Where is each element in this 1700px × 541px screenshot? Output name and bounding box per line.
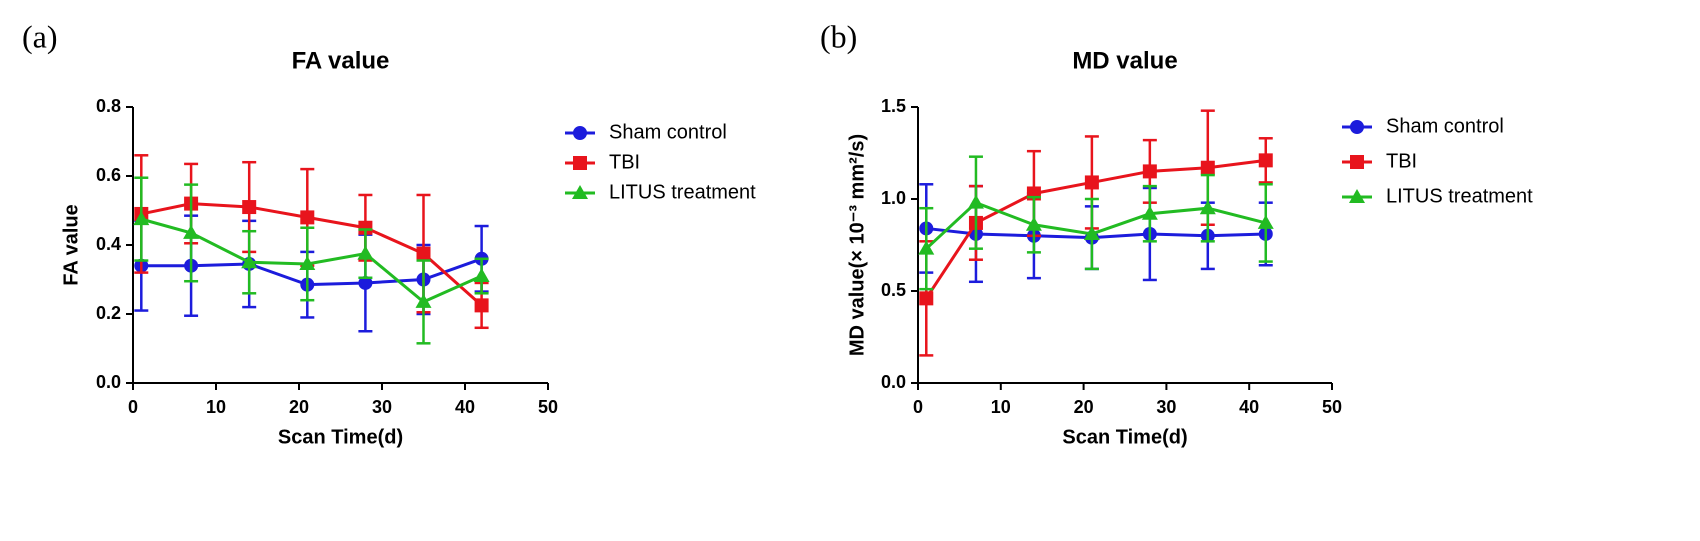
- panel-label: (a): [22, 18, 58, 54]
- marker: [474, 298, 489, 313]
- legend-label: TBI: [609, 151, 640, 173]
- x-axis-label: Scan Time(d): [1062, 426, 1187, 448]
- marker: [918, 240, 935, 255]
- legend-label: Sham control: [1386, 115, 1504, 137]
- marker: [1349, 189, 1365, 203]
- y-tick-label: 0.0: [881, 372, 906, 392]
- marker: [357, 245, 374, 260]
- marker: [1142, 164, 1157, 179]
- legend-label: LITUS treatment: [609, 181, 756, 203]
- marker: [919, 291, 934, 306]
- x-tick-label: 10: [206, 397, 226, 417]
- x-tick-label: 50: [1322, 397, 1342, 417]
- x-tick-label: 30: [1156, 397, 1176, 417]
- x-tick-label: 10: [991, 397, 1011, 417]
- marker: [415, 293, 432, 308]
- y-tick-label: 0.2: [96, 303, 121, 323]
- x-tick-label: 40: [1239, 397, 1259, 417]
- marker: [573, 156, 587, 170]
- marker: [1350, 120, 1364, 134]
- x-axis-label: Scan Time(d): [278, 426, 403, 448]
- chart-title: MD value: [1072, 47, 1177, 74]
- y-tick-label: 0.4: [96, 234, 121, 254]
- marker: [1141, 205, 1158, 220]
- legend-label: TBI: [1386, 150, 1417, 172]
- marker: [573, 126, 587, 140]
- x-tick-label: 40: [455, 397, 475, 417]
- marker: [358, 220, 373, 235]
- marker: [1257, 214, 1274, 229]
- marker: [299, 255, 316, 270]
- marker: [242, 200, 257, 215]
- legend-label: LITUS treatment: [1386, 185, 1533, 207]
- x-tick-label: 30: [372, 397, 392, 417]
- marker: [1083, 225, 1100, 240]
- x-tick-label: 20: [1074, 397, 1094, 417]
- marker: [300, 210, 315, 225]
- marker: [1025, 216, 1042, 231]
- x-tick-label: 50: [538, 397, 558, 417]
- marker: [1258, 153, 1273, 168]
- y-tick-label: 0.6: [96, 165, 121, 185]
- marker: [473, 268, 490, 283]
- y-tick-label: 0.0: [96, 372, 121, 392]
- y-axis-label: MD value(× 10⁻³ mm²/s): [846, 134, 868, 356]
- marker: [416, 246, 431, 261]
- marker: [1084, 175, 1099, 190]
- x-tick-label: 20: [289, 397, 309, 417]
- marker: [1350, 155, 1364, 169]
- marker: [967, 194, 984, 209]
- y-tick-label: 1.0: [881, 188, 906, 208]
- marker: [1199, 200, 1216, 215]
- legend-label: Sham control: [609, 121, 727, 143]
- marker: [572, 185, 588, 199]
- x-tick-label: 0: [128, 397, 138, 417]
- marker: [1200, 160, 1215, 175]
- marker: [241, 254, 258, 269]
- chart-title: FA value: [292, 47, 390, 74]
- panel-label: (b): [820, 18, 857, 54]
- marker: [358, 275, 373, 290]
- marker: [133, 211, 150, 226]
- y-tick-label: 0.8: [96, 96, 121, 116]
- marker: [183, 224, 200, 239]
- y-tick-label: 1.5: [881, 96, 906, 116]
- x-tick-label: 0: [913, 397, 923, 417]
- y-axis-label: FA value: [60, 204, 82, 286]
- y-tick-label: 0.5: [881, 280, 906, 300]
